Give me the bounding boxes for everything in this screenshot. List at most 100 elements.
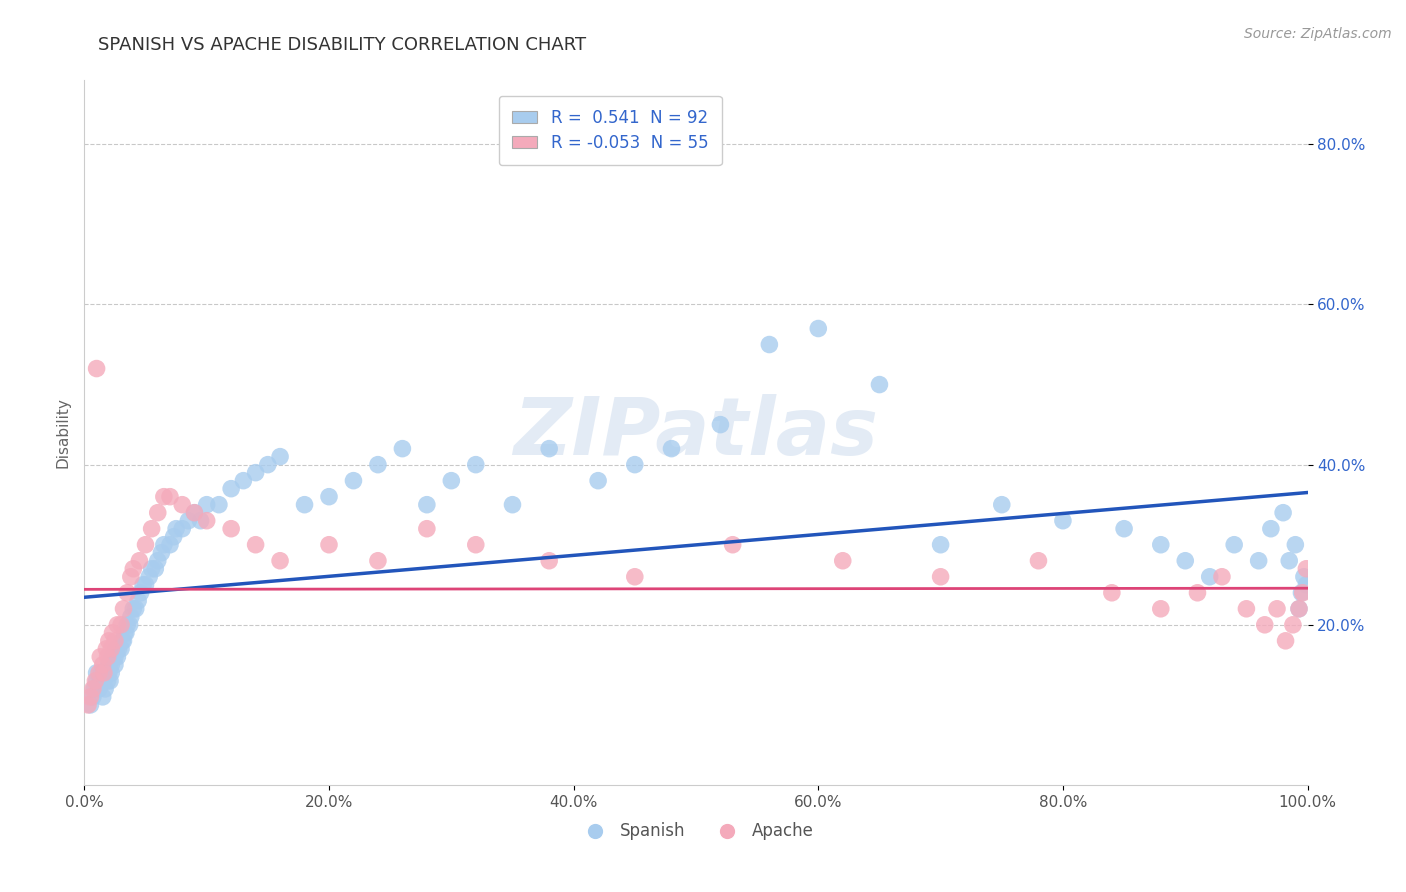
Point: [107, 641, 129, 656]
Point: [96, 665, 118, 680]
Point: [245, 466, 267, 480]
Point: [111, 633, 134, 648]
Point: [172, 522, 194, 536]
Point: [586, 474, 609, 488]
Point: [105, 641, 128, 656]
Y-axis label: Disability: Disability: [55, 397, 70, 468]
Point: [991, 498, 1014, 512]
Point: [807, 321, 830, 335]
Point: [709, 417, 731, 432]
Point: [208, 498, 231, 512]
Point: [294, 498, 316, 512]
Point: [929, 538, 952, 552]
Point: [1295, 578, 1317, 592]
Point: [1292, 570, 1315, 584]
Point: [104, 657, 127, 672]
Point: [464, 538, 486, 552]
Point: [183, 506, 205, 520]
Point: [624, 570, 647, 584]
Point: [79, 690, 101, 704]
Point: [110, 617, 132, 632]
Point: [177, 514, 200, 528]
Point: [195, 514, 218, 528]
Point: [114, 625, 136, 640]
Point: [86, 673, 108, 688]
Point: [93, 665, 115, 680]
Point: [122, 601, 145, 615]
Point: [1198, 570, 1220, 584]
Point: [86, 361, 108, 376]
Point: [367, 554, 389, 568]
Point: [84, 673, 107, 688]
Point: [141, 522, 163, 536]
Point: [143, 562, 166, 576]
Point: [153, 490, 176, 504]
Point: [97, 649, 120, 664]
Point: [172, 498, 194, 512]
Point: [146, 506, 169, 520]
Point: [120, 609, 142, 624]
Point: [1282, 617, 1305, 632]
Point: [89, 673, 111, 688]
Point: [869, 377, 891, 392]
Point: [100, 665, 122, 680]
Point: [318, 490, 340, 504]
Point: [110, 641, 132, 656]
Point: [831, 554, 853, 568]
Point: [342, 474, 364, 488]
Point: [122, 562, 145, 576]
Point: [115, 617, 138, 632]
Point: [104, 649, 127, 664]
Point: [141, 562, 163, 576]
Text: SPANISH VS APACHE DISABILITY CORRELATION CHART: SPANISH VS APACHE DISABILITY CORRELATION…: [98, 36, 586, 54]
Point: [1028, 554, 1050, 568]
Point: [1236, 601, 1258, 615]
Point: [105, 617, 128, 632]
Point: [97, 657, 120, 672]
Point: [101, 649, 124, 664]
Point: [929, 570, 952, 584]
Point: [1254, 617, 1277, 632]
Point: [1288, 601, 1310, 615]
Point: [1284, 538, 1306, 552]
Point: [502, 498, 524, 512]
Point: [1247, 554, 1270, 568]
Point: [104, 633, 127, 648]
Text: ZIPatlas: ZIPatlas: [513, 393, 879, 472]
Point: [118, 617, 141, 632]
Point: [190, 514, 212, 528]
Point: [163, 530, 186, 544]
Point: [83, 681, 105, 696]
Point: [1260, 522, 1282, 536]
Point: [269, 554, 291, 568]
Point: [120, 570, 142, 584]
Point: [159, 538, 181, 552]
Point: [132, 578, 155, 592]
Point: [1101, 586, 1123, 600]
Point: [86, 665, 108, 680]
Point: [183, 506, 205, 520]
Point: [245, 538, 267, 552]
Point: [1223, 538, 1246, 552]
Point: [1211, 570, 1233, 584]
Point: [1052, 514, 1074, 528]
Point: [1292, 586, 1315, 600]
Point: [135, 578, 157, 592]
Point: [165, 522, 187, 536]
Point: [624, 458, 647, 472]
Point: [1150, 538, 1173, 552]
Point: [1274, 633, 1296, 648]
Point: [97, 673, 120, 688]
Point: [128, 554, 150, 568]
Point: [721, 538, 744, 552]
Point: [416, 498, 439, 512]
Point: [195, 498, 218, 512]
Point: [90, 665, 112, 680]
Point: [98, 673, 121, 688]
Text: Source: ZipAtlas.com: Source: ZipAtlas.com: [1244, 27, 1392, 41]
Point: [91, 657, 114, 672]
Point: [367, 458, 389, 472]
Point: [257, 458, 280, 472]
Point: [87, 681, 110, 696]
Point: [269, 450, 291, 464]
